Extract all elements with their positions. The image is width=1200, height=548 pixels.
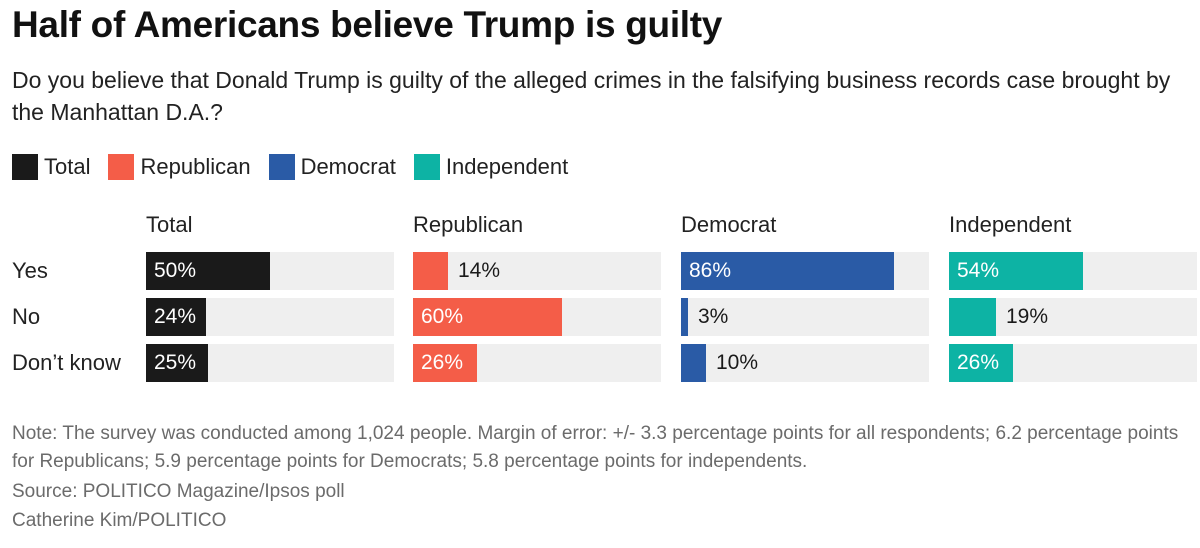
row-label-yes: Yes [12,258,48,283]
footer-note: Note: The survey was conducted among 1,0… [12,423,1179,472]
chart-title: Half of Americans believe Trump is guilt… [12,4,723,45]
panel-title-republican: Republican [413,212,524,237]
legend-label-independent: Independent [445,154,569,179]
legend-swatch-democrat [268,154,295,180]
bar-track: 3% [681,298,929,336]
panel-title-democrat: Democrat [681,212,777,237]
bar-value-label: 60% [421,305,464,328]
bar-independent-1 [949,298,996,336]
panel-title-independent: Independent [949,212,1072,237]
legend-swatch-total [12,154,38,180]
bar-track: 19% [949,298,1197,336]
bar-democrat-1 [681,298,688,336]
panel-democrat: Democrat 86% 3% 10% [681,208,929,388]
legend-swatch-republican [108,154,135,180]
bar-independent-2 [949,344,1013,382]
bar-total-2 [146,344,208,382]
bar-track: 26% [413,344,661,382]
bar-value-label: 10% [716,351,759,374]
legend-item-republican: Republican [108,154,251,180]
footer-credit: Catherine Kim/POLITICO [12,510,227,531]
bar-value-label: 26% [421,351,464,374]
bar-value-label: 3% [698,305,729,328]
bar-track: 60% [413,298,661,336]
bar-track: 14% [413,252,661,290]
row-label-no: No [12,304,41,329]
panel-title-total: Total [146,212,193,237]
legend-item-independent: Independent [413,154,569,180]
bar-republican-2 [413,344,477,382]
bar-value-label: 14% [458,259,501,282]
bar-total-0 [146,252,270,290]
bar-value-label: 50% [154,259,197,282]
bar-track: 10% [681,344,929,382]
panel-independent: Independent 54% 19% 26% [949,208,1197,388]
bar-track: 86% [681,252,929,290]
legend-label-republican: Republican [140,154,251,179]
bar-value-label: 54% [957,259,1000,282]
bar-track: 24% [146,298,394,336]
panel-republican: Republican 14% 60% 26% [413,208,661,388]
row-label-dont-know: Don’t know [12,350,121,375]
panel-total: Total 50% 24% 25% [146,208,394,388]
legend-swatch-independent [413,154,440,180]
legend-label-total: Total [44,154,91,179]
bar-value-label: 24% [154,305,197,328]
bar-value-label: 25% [154,351,197,374]
legend-item-total: Total [12,154,90,180]
bar-independent-0 [949,252,1083,290]
footer-source: Source: POLITICO Magazine/Ipsos poll [12,481,345,502]
bar-republican-1 [413,298,562,336]
bar-republican-0 [413,252,448,290]
bar-track: 54% [949,252,1197,290]
legend: Total Republican Democrat Independent [12,152,586,182]
chart-subtitle: Do you believe that Donald Trump is guil… [12,67,1171,125]
bar-track: 26% [949,344,1197,382]
legend-label-democrat: Democrat [300,154,396,179]
bar-value-label: 26% [957,351,1000,374]
bar-track: 50% [146,252,394,290]
bar-value-label: 19% [1006,305,1049,328]
bar-democrat-0 [681,252,894,290]
bar-value-label: 86% [689,259,732,282]
bar-total-1 [146,298,206,336]
bar-track: 25% [146,344,394,382]
bar-democrat-2 [681,344,706,382]
legend-item-democrat: Democrat [268,154,396,180]
